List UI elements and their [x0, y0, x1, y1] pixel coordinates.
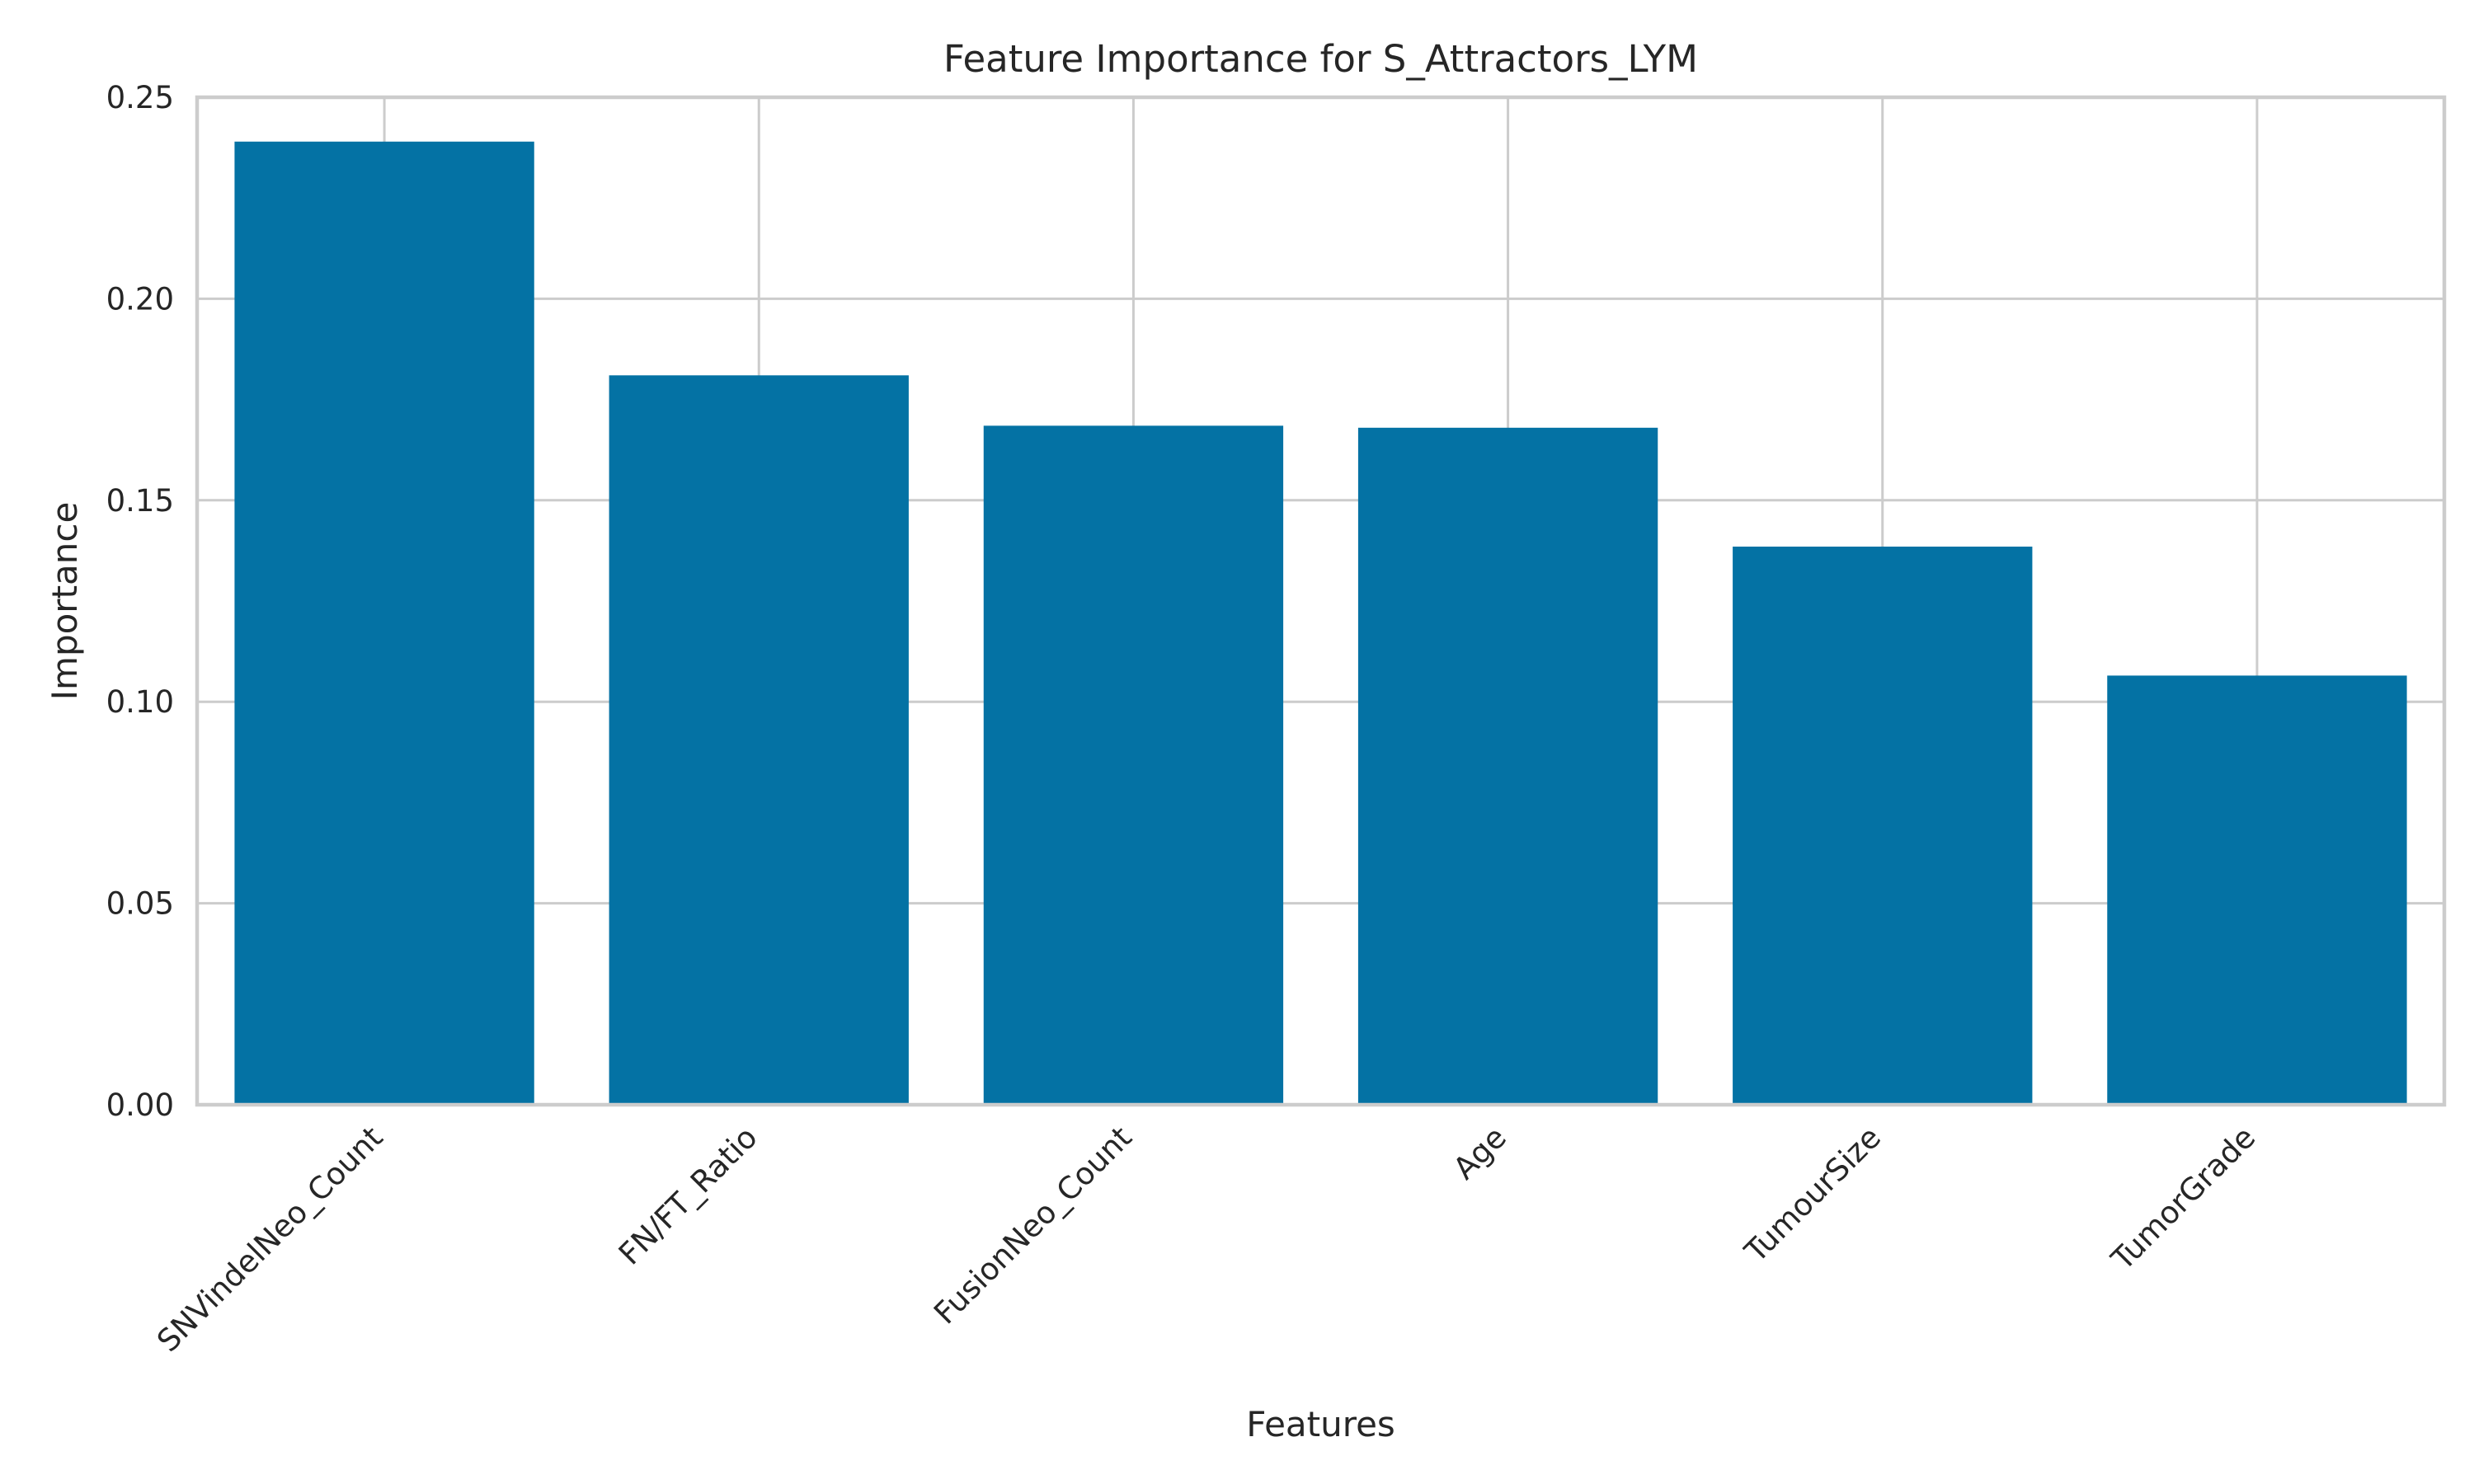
x-tick-label: FN/FT_Ratio [612, 1120, 764, 1272]
x-tick-label: TumourSize [1738, 1120, 1888, 1270]
x-tick-label: Age [1446, 1120, 1513, 1186]
y-tick-label: 0.15 [106, 483, 174, 519]
y-tick-label: 0.10 [106, 684, 174, 720]
y-tick-label: 0.25 [106, 80, 174, 115]
chart-title: Feature Importance for S_Attractors_LYM [943, 37, 1698, 81]
bar [234, 141, 534, 1105]
x-tick-label: FusionNeo_Count [927, 1120, 1139, 1331]
x-tick-label: SNVindelNeo_Count [150, 1120, 389, 1359]
bar [983, 425, 1284, 1105]
y-tick-label: 0.00 [106, 1087, 174, 1123]
y-tick-label: 0.20 [106, 281, 174, 317]
y-axis-ticks: 0.00 0.05 0.10 0.15 0.20 0.25 [106, 80, 174, 1123]
bar [1357, 427, 1658, 1105]
bar [2107, 675, 2407, 1105]
bar [609, 375, 909, 1106]
bar [1733, 547, 2033, 1105]
y-axis-label: Importance [45, 502, 85, 701]
bars [234, 141, 2407, 1106]
x-axis-label: Features [1246, 1404, 1395, 1444]
plot-frame [195, 95, 2447, 1107]
y-tick-label: 0.05 [106, 886, 174, 922]
x-tick-label: TumorGrade [2105, 1120, 2263, 1278]
x-axis-ticks: SNVindelNeo_Count FN/FT_Ratio FusionNeo_Co… [150, 1120, 2262, 1359]
